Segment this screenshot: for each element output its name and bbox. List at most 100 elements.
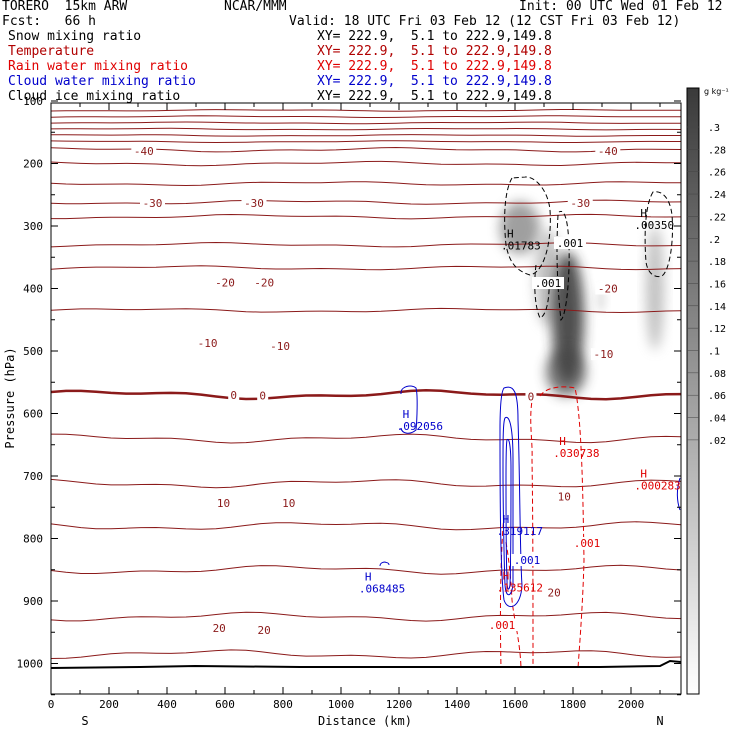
temperature-contour	[51, 160, 681, 167]
terrain-line	[51, 659, 681, 669]
temperature-label: 10	[282, 497, 295, 510]
snow-maximum-value: .00350	[634, 219, 674, 232]
rain-contour	[505, 541, 522, 669]
label-mask	[267, 340, 293, 352]
cloud-ice-contour	[556, 210, 570, 321]
colorbar-tick-label: .06	[708, 391, 726, 402]
model-name: TORERO 15km ARW	[2, 0, 128, 14]
cloud-water-contour-label: .001	[514, 554, 541, 567]
temperature-contour	[51, 241, 681, 248]
colorbar-tick-label: .08	[708, 369, 726, 380]
snow-maximum-h: H	[640, 207, 647, 220]
temperature-contour-upper	[51, 109, 681, 112]
colorbar-ramp	[686, 87, 700, 695]
temperature-contour	[51, 521, 681, 531]
colorbar-tick-label: .12	[708, 324, 726, 335]
x-tick-label: 1800	[560, 698, 587, 711]
colorbar-tick-label: .22	[708, 212, 726, 223]
temperature-label: 0	[230, 389, 237, 402]
endpoint-south: S	[81, 714, 88, 728]
label-mask	[214, 496, 233, 509]
label-mask	[511, 554, 543, 566]
freezing-level-contour	[51, 389, 681, 401]
rain-contour	[499, 514, 505, 669]
x-tick-label: 800	[273, 698, 293, 711]
label-mask	[590, 348, 616, 361]
colorbar-tick-label: .18	[708, 257, 726, 268]
temperature-contour	[51, 307, 681, 314]
temperature-contour	[51, 649, 681, 659]
rain-maximum-value: .000283	[634, 480, 680, 493]
cloud-water-contours	[379, 385, 681, 608]
colorbar-tick-label: .14	[708, 302, 726, 313]
label-mask	[131, 145, 157, 157]
temperature-label: -10	[270, 340, 290, 353]
label-mask	[567, 196, 593, 209]
colorbar-tick-label: .2	[708, 235, 720, 246]
temperature-label: -20	[598, 283, 618, 296]
temperature-contour-upper	[51, 121, 681, 125]
x-tick-label: 0	[48, 698, 55, 711]
field-xy-cloud-ice: XY= 222.9, 5.1 to 222.9,149.8	[317, 89, 552, 104]
endpoint-north: N	[656, 714, 663, 728]
snow-blob	[500, 202, 540, 254]
colorbar-tick-label: .24	[708, 190, 726, 201]
label-mask	[251, 276, 277, 289]
rain-contour	[539, 386, 585, 669]
cloud-ice-contour-label: .001	[557, 237, 584, 250]
valid-time: Valid: 18 UTC Fri 03 Feb 12 (12 CST Fri …	[289, 14, 681, 29]
rain-maximum-h: H	[503, 569, 510, 582]
temperature-contour-upper	[51, 127, 681, 131]
label-mask	[555, 490, 574, 503]
x-tick-label: 1400	[444, 698, 471, 711]
label-mask	[257, 389, 269, 402]
cloud-water-contour	[505, 438, 512, 590]
temperature-contour-upper	[51, 140, 681, 144]
y-tick-label: 1000	[17, 658, 44, 671]
temperature-label: 20	[258, 624, 271, 637]
label-mask	[486, 619, 518, 631]
cloud-water-maximum-h: H	[503, 513, 510, 526]
x-tick-label: 1600	[502, 698, 529, 711]
rain-maximum-value: .135612	[497, 581, 543, 594]
x-axis-label: Distance (km)	[318, 714, 412, 728]
label-mask	[525, 390, 537, 403]
y-tick-label: 900	[23, 595, 43, 608]
colorbar: g kg⁻¹ .3 .28 .26 .24 .22 .2 .18 .16 .14 .12 .1 .08.…	[686, 87, 729, 695]
label-mask	[195, 336, 221, 349]
field-xy-snow: XY= 222.9, 5.1 to 222.9,149.8	[317, 29, 552, 44]
temperature-contour	[51, 564, 681, 575]
cloud-water-maximum-h: H	[365, 571, 372, 584]
y-tick-label: 500	[23, 345, 43, 358]
cloud-water-maximum-value: .068485	[359, 583, 405, 596]
cloud-water-contour	[676, 477, 681, 511]
temperature-label: -20	[254, 276, 274, 289]
colorbar-tick-label: .3	[708, 123, 720, 134]
cloud-water-contour	[499, 386, 523, 608]
x-tick-label: 400	[157, 698, 177, 711]
snow-blob	[546, 348, 586, 396]
cloud-ice-contour	[504, 176, 551, 276]
y-tick-label: 200	[23, 158, 43, 171]
cloud-water-contour	[379, 561, 390, 567]
y-tick-label: 600	[23, 408, 43, 421]
x-tick-label: 200	[99, 698, 119, 711]
temperature-label: 0	[259, 389, 266, 402]
temperature-label: 20	[213, 622, 226, 635]
cloud-ice-contour-label: .001	[535, 277, 562, 290]
rain-maximum-h: H	[559, 435, 566, 448]
label-mask	[255, 623, 274, 636]
y-tick-label: 700	[23, 470, 43, 483]
temperature-contour	[51, 433, 681, 444]
snow-maximum-value: .01783	[501, 240, 541, 253]
label-mask	[241, 196, 267, 209]
temperature-contour-upper	[51, 134, 681, 137]
temperature-label: 0	[528, 391, 535, 404]
organization: NCAR/MMM	[224, 0, 287, 14]
colorbar-tick-label: .02	[708, 436, 726, 447]
label-mask	[279, 496, 298, 509]
temperature-contour	[51, 213, 681, 220]
x-tick-label: 600	[215, 698, 235, 711]
rain-maximum-h: H	[640, 468, 647, 481]
